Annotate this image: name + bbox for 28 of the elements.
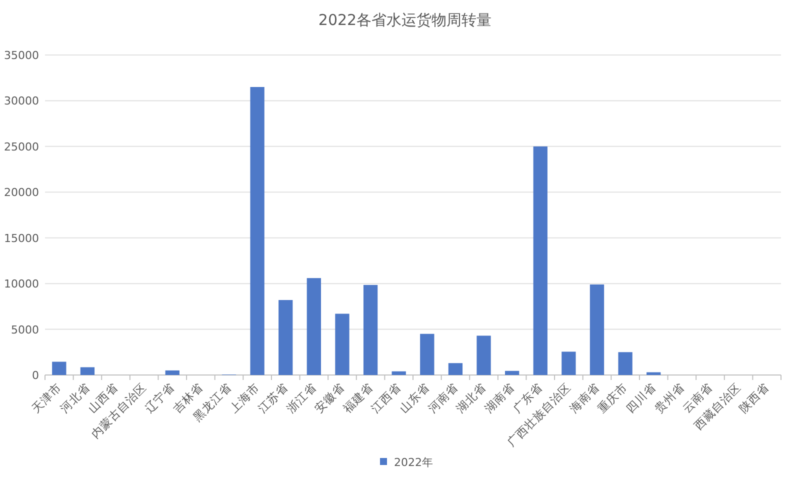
bar (165, 370, 180, 375)
bar (533, 146, 548, 375)
y-tick-label: 25000 (4, 140, 39, 154)
bar (52, 362, 66, 375)
bar (306, 278, 321, 375)
bar (562, 352, 576, 375)
bar (250, 87, 264, 375)
bar (363, 284, 378, 375)
y-tick-label: 20000 (4, 186, 39, 200)
bar (646, 372, 661, 375)
bar (278, 300, 293, 375)
y-tick-label: 10000 (4, 278, 39, 291)
y-tick-label: 5000 (11, 323, 39, 336)
bar (80, 367, 95, 375)
chart-title: 2022各省水运货物周转量 (318, 11, 492, 29)
bar (618, 352, 632, 375)
bar (448, 363, 463, 375)
y-tick-label: 15000 (4, 232, 39, 245)
bar (476, 336, 491, 375)
bar (505, 370, 520, 375)
bar (392, 371, 406, 375)
y-tick-label: 0 (32, 369, 39, 382)
bar (335, 314, 350, 375)
y-tick-label: 30000 (4, 94, 39, 108)
y-tick-label: 35000 (4, 49, 39, 62)
legend-label: 2022年 (394, 456, 433, 469)
bar (420, 334, 434, 375)
bar (590, 284, 604, 375)
